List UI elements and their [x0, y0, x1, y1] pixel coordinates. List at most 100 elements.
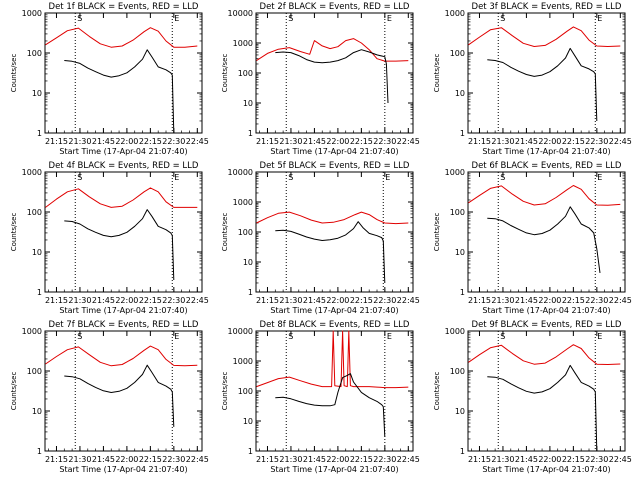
- x-tick-label: 21:30: [279, 455, 302, 464]
- x-tick-label: 21:45: [515, 296, 538, 305]
- y-tick-label: 10: [32, 407, 42, 416]
- x-tick-label: 21:30: [279, 137, 302, 146]
- x-tick-label: 21:30: [68, 296, 91, 305]
- y-tick-label: 10000: [228, 168, 253, 177]
- lld-series-line: [45, 187, 198, 208]
- chart-title: Det 2f BLACK = Events, RED = LLD: [260, 2, 410, 12]
- x-tick-label: 22:00: [326, 455, 349, 464]
- y-tick-label: 10000: [228, 9, 253, 18]
- lld-series-line: [468, 344, 621, 365]
- x-tick-label: 21:15: [45, 455, 68, 464]
- x-tick-label: 21:30: [491, 455, 514, 464]
- y-tick-label: 1000: [233, 39, 253, 48]
- y-tick-label: 1: [37, 288, 42, 297]
- events-series-line: [64, 364, 175, 427]
- chart-panel: Det 1f BLACK = Events, RED = LLD 1 10 100 10…: [10, 2, 209, 156]
- lld-series-line: [468, 185, 621, 206]
- x-tick-label: 22:45: [609, 137, 632, 146]
- lld-series-line: [45, 345, 198, 367]
- x-axis-label: Start Time (17-Apr-04 21:07:40): [482, 465, 610, 474]
- y-axis-label: Counts/sec: [221, 372, 229, 411]
- x-tick-label: 22:30: [585, 296, 608, 305]
- y-axis-label: Counts/sec: [10, 372, 18, 411]
- lld-series-line: [256, 38, 409, 62]
- x-tick-label: 22:45: [397, 455, 420, 464]
- events-series-line: [64, 49, 175, 134]
- y-tick-label: 1: [460, 288, 465, 297]
- x-tick-label: 22:15: [139, 296, 162, 305]
- events-series-line: [275, 373, 386, 437]
- x-tick-label: 21:45: [515, 455, 538, 464]
- chart-title: Det 6f BLACK = Events, RED = LLD: [472, 161, 622, 171]
- y-axis-label: Counts/sec: [433, 372, 441, 411]
- chart-panel: Det 5f BLACK = Events, RED = LLD 1 10 100 10…: [221, 161, 420, 315]
- lld-series-line: [256, 330, 409, 389]
- y-tick-label: 1000: [233, 357, 253, 366]
- events-series-line: [275, 221, 386, 284]
- plot-frame: [44, 171, 203, 293]
- marker-label: S: [77, 332, 82, 341]
- x-tick-label: 22:45: [397, 137, 420, 146]
- plot-frame: [255, 12, 414, 134]
- y-tick-label: 1000: [22, 327, 42, 336]
- chart-title: Det 4f BLACK = Events, RED = LLD: [49, 161, 199, 171]
- marker-label: S: [500, 332, 505, 341]
- x-tick-label: 21:15: [256, 296, 279, 305]
- chart-title: Det 9f BLACK = Events, RED = LLD: [472, 320, 622, 330]
- y-tick-label: 1000: [445, 327, 465, 336]
- chart-title: Det 1f BLACK = Events, RED = LLD: [49, 2, 199, 12]
- marker-label: S: [77, 173, 82, 182]
- chart-panel: Det 7f BLACK = Events, RED = LLD 1 10 100 10…: [10, 320, 209, 474]
- chart-panel: Det 9f BLACK = Events, RED = LLD 1 10 100 10…: [433, 320, 632, 474]
- marker-label: E: [597, 173, 602, 182]
- chart-panel: Det 3f BLACK = Events, RED = LLD 1 10 100 10…: [433, 2, 632, 156]
- x-tick-label: 22:00: [115, 137, 138, 146]
- chart-panel: Det 6f BLACK = Events, RED = LLD 1 10 100 10…: [433, 161, 632, 315]
- chart-panel: Det 4f BLACK = Events, RED = LLD 1 10 100 10…: [10, 161, 209, 315]
- x-axis-label: Start Time (17-Apr-04 21:07:40): [59, 465, 187, 474]
- x-tick-label: 22:00: [326, 296, 349, 305]
- x-tick-label: 22:30: [162, 137, 185, 146]
- x-tick-label: 21:45: [303, 296, 326, 305]
- y-axis-label: Counts/sec: [221, 54, 229, 93]
- x-axis-label: Start Time (17-Apr-04 21:07:40): [270, 465, 398, 474]
- x-tick-label: 21:15: [468, 455, 491, 464]
- events-series-line: [487, 47, 598, 122]
- plot-frame: [44, 12, 203, 134]
- x-axis-label: Start Time (17-Apr-04 21:07:40): [270, 147, 398, 156]
- chart-title: Det 3f BLACK = Events, RED = LLD: [472, 2, 622, 12]
- x-tick-label: 21:45: [303, 137, 326, 146]
- y-tick-label: 10: [455, 248, 465, 257]
- marker-label: E: [174, 14, 179, 23]
- x-tick-label: 22:15: [562, 137, 585, 146]
- x-tick-label: 21:45: [303, 455, 326, 464]
- y-tick-label: 10: [32, 248, 42, 257]
- y-tick-label: 1000: [445, 9, 465, 18]
- marker-label: E: [597, 14, 602, 23]
- x-tick-label: 22:45: [186, 137, 209, 146]
- marker-label: S: [77, 14, 82, 23]
- marker-label: S: [288, 332, 293, 341]
- y-tick-label: 100: [450, 208, 465, 217]
- x-tick-label: 21:45: [92, 137, 115, 146]
- marker-label: E: [597, 332, 602, 341]
- plot-frame: [467, 12, 626, 134]
- y-tick-label: 1000: [445, 168, 465, 177]
- marker-label: E: [387, 14, 392, 23]
- x-tick-label: 21:45: [515, 137, 538, 146]
- x-tick-label: 22:00: [115, 455, 138, 464]
- y-axis-label: Counts/sec: [10, 54, 18, 93]
- y-tick-label: 100: [238, 228, 253, 237]
- y-tick-label: 1: [460, 129, 465, 138]
- y-tick-label: 1: [248, 129, 253, 138]
- y-tick-label: 100: [450, 367, 465, 376]
- x-tick-label: 22:30: [162, 455, 185, 464]
- y-tick-label: 1: [248, 288, 253, 297]
- chart-title: Det 5f BLACK = Events, RED = LLD: [260, 161, 410, 171]
- y-tick-label: 1: [37, 129, 42, 138]
- y-tick-label: 1000: [22, 168, 42, 177]
- x-tick-label: 22:45: [397, 296, 420, 305]
- y-axis-label: Counts/sec: [10, 213, 18, 252]
- y-tick-label: 10: [455, 407, 465, 416]
